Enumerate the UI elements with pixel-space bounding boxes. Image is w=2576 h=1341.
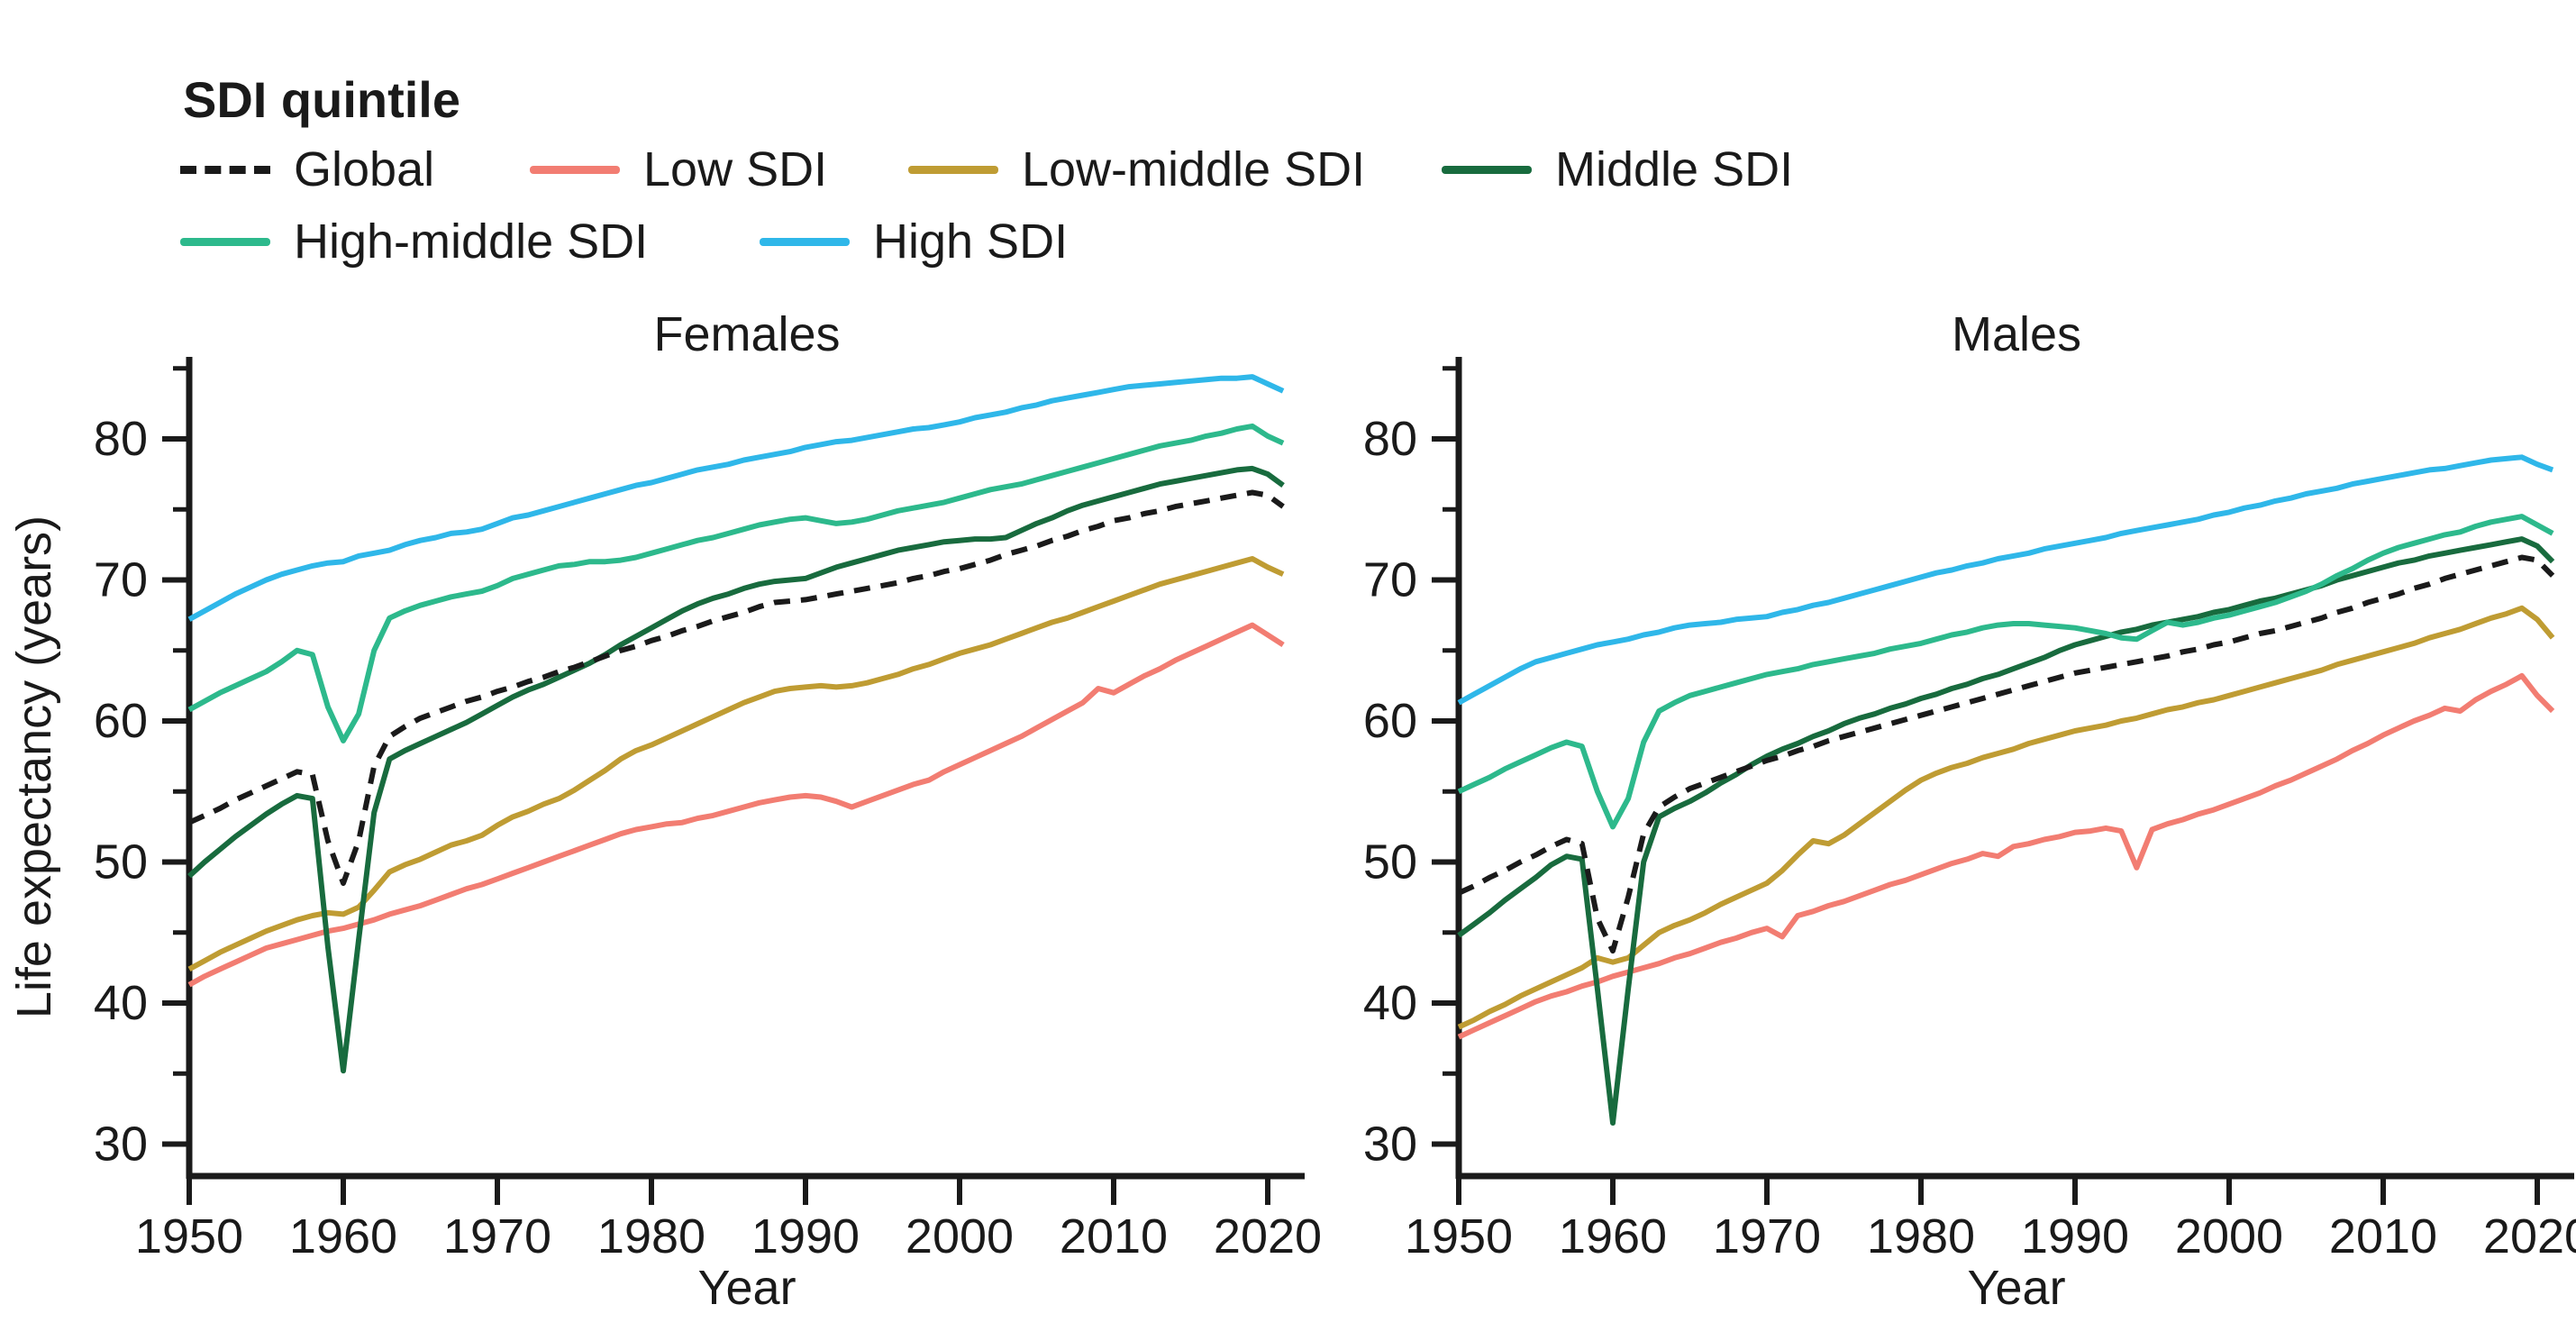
panel-title-males: Males	[1951, 307, 2082, 361]
x-tick-label: 1960	[1559, 1209, 1667, 1263]
panel-title-females: Females	[653, 307, 841, 361]
x-axis-title-females: Year	[697, 1261, 796, 1315]
x-tick-label: 1970	[443, 1209, 551, 1263]
x-tick-label: 2010	[2329, 1209, 2437, 1263]
legend-label-low-sdi: Low SDI	[643, 142, 828, 196]
x-tick-label: 1950	[135, 1209, 243, 1263]
legend-swatch-global	[180, 165, 270, 174]
x-tick-label: 1990	[2021, 1209, 2129, 1263]
x-tick-label: 1990	[751, 1209, 860, 1263]
legend-item-high-middle-sdi: High-middle SDI	[180, 214, 649, 269]
y-tick-label: 60	[1363, 694, 1417, 748]
x-tick-label: 2000	[2175, 1209, 2283, 1263]
plot-panel-males: 30 40 50 60 70 80 1950 1960 1970 1980 1990 2000 2010…	[1363, 357, 2576, 1263]
series-line-global	[1457, 554, 2555, 954]
legend-swatch-low_middle	[908, 165, 998, 174]
y-tick-label: 80	[94, 412, 148, 466]
series-line-global	[187, 489, 1285, 886]
legend-item-global: Global	[180, 142, 435, 196]
y-tick-label: 70	[94, 553, 148, 607]
x-tick-label: 1970	[1713, 1209, 1821, 1263]
legend-label-global: Global	[294, 142, 435, 196]
x-tick-label: 2020	[1214, 1209, 1322, 1263]
series-line-high_middle	[1457, 514, 2554, 830]
x-tick-label: 1960	[289, 1209, 397, 1263]
legend-swatch-low	[530, 165, 620, 174]
series-line-low	[1457, 672, 2555, 1040]
legend-label-high-middle-sdi: High-middle SDI	[294, 214, 649, 269]
y-tick-label: 40	[1363, 976, 1417, 1030]
series-line-low_middle	[1457, 605, 2555, 1030]
legend-label-high-sdi: High SDI	[873, 214, 1069, 269]
legend-item-high-sdi: High SDI	[760, 214, 1069, 269]
series-line-high	[187, 374, 1285, 622]
x-tick-label: 1950	[1405, 1209, 1513, 1263]
legend-swatch-high_middle	[180, 237, 270, 246]
legend-item-low-middle-sdi: Low-middle SDI	[908, 142, 1366, 196]
legend-item-low-sdi: Low SDI	[530, 142, 828, 196]
y-tick-label: 30	[94, 1118, 148, 1172]
x-tick-label: 2010	[1060, 1209, 1168, 1263]
plot-panel-females: 30 40 50 60 70 80 1950 1960 1970 1980 1990 2000 2010…	[94, 357, 1322, 1263]
series-line-low_middle	[187, 556, 1285, 972]
x-tick-label: 2000	[906, 1209, 1014, 1263]
y-tick-label: 30	[1363, 1118, 1417, 1172]
series-line-high_middle	[187, 423, 1285, 743]
x-axis-title-males: Year	[1967, 1261, 2066, 1315]
legend-label-low-middle-sdi: Low-middle SDI	[1022, 142, 1366, 196]
y-tick-label: 50	[1363, 835, 1417, 889]
legend-swatch-middle	[1442, 165, 1532, 174]
x-tick-label: 2020	[2483, 1209, 2576, 1263]
legend-item-middle-sdi: Middle SDI	[1442, 142, 1794, 196]
series-line-high	[1457, 454, 2554, 706]
legend-title: SDI quintile	[183, 71, 460, 128]
x-tick-label: 1980	[1867, 1209, 1975, 1263]
y-tick-label: 40	[94, 976, 148, 1030]
x-tick-label: 1980	[597, 1209, 705, 1263]
series-line-middle	[187, 465, 1285, 1074]
legend-swatch-high	[760, 237, 850, 246]
y-tick-label: 80	[1363, 412, 1417, 466]
series-line-middle	[1457, 536, 2555, 1126]
y-tick-label: 50	[94, 835, 148, 889]
legend-label-middle-sdi: Middle SDI	[1555, 142, 1794, 196]
y-tick-label: 70	[1363, 553, 1417, 607]
y-tick-label: 60	[94, 694, 148, 748]
series-line-low	[187, 622, 1285, 988]
